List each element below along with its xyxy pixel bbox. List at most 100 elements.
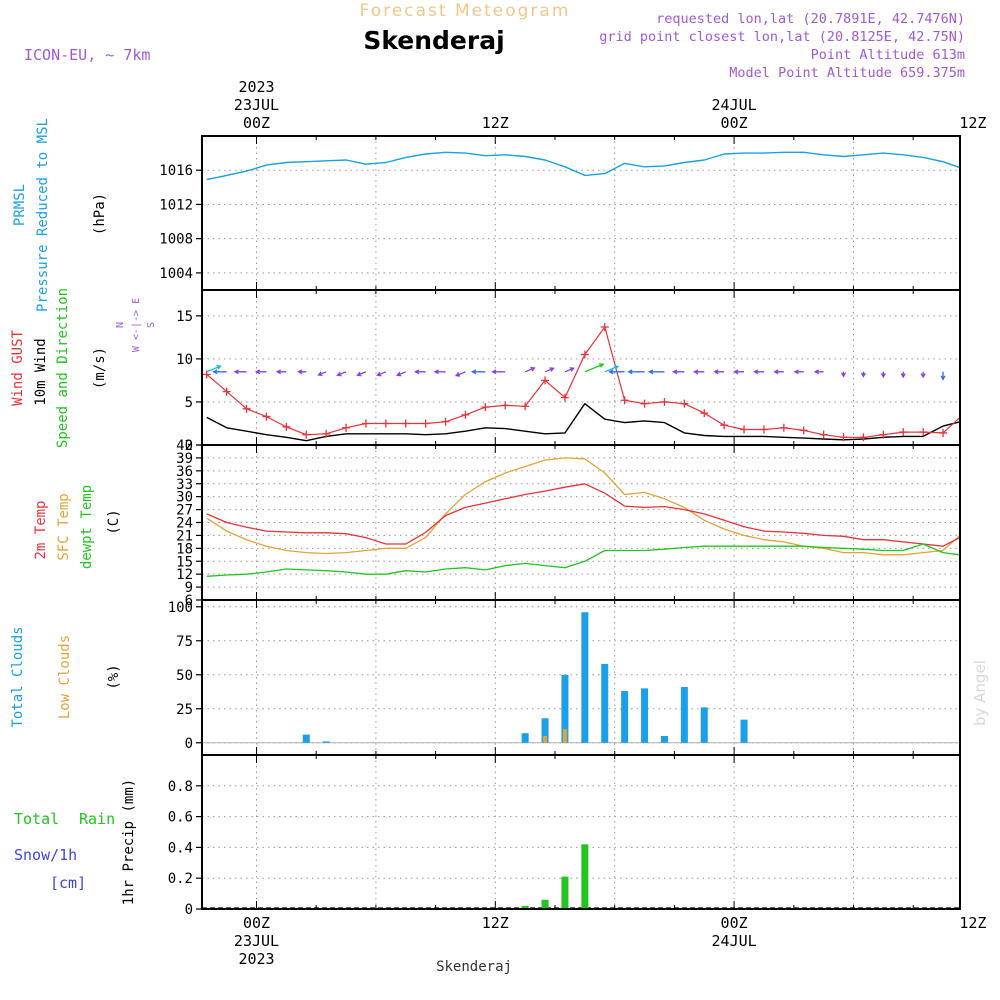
wind-arrow: [841, 371, 847, 378]
gust-marker: [620, 396, 629, 405]
gust-marker: [381, 419, 390, 428]
product-title: Forecast Meteogram: [360, 1, 571, 21]
gust-marker: [919, 428, 928, 437]
gust-marker: [461, 410, 470, 419]
y-tick-label: 24: [176, 516, 193, 532]
time-label: 24JUL: [712, 932, 757, 950]
total-cloud-bar: [561, 674, 569, 743]
y-tick-label: 0.2: [168, 871, 193, 887]
total-cloud-bar: [601, 663, 609, 743]
rain-bar: [541, 899, 549, 909]
wind-arrow: [297, 369, 307, 375]
panel-frame: [201, 754, 961, 910]
y-tick-label: 10: [176, 352, 193, 368]
dewpt-label: dewpt Temp: [79, 485, 95, 569]
wind-labels: Wind GUST 10m Wind Speed and Direction (…: [10, 288, 157, 448]
y-tick-label: 39: [176, 451, 193, 467]
gust-marker: [521, 402, 530, 411]
snow-label: Snow/1h: [14, 846, 77, 864]
gust-marker: [361, 419, 370, 428]
total-cloud-bar: [541, 718, 549, 743]
y-tick-label: 0.6: [168, 810, 193, 826]
point-altitude: Point Altitude 613m: [811, 47, 965, 63]
prmsl-desc-label: Pressure Reduced to MSL: [35, 118, 51, 312]
wind-desc-label: Speed and Direction: [55, 288, 71, 448]
y-tick-label: 0.8: [168, 779, 193, 795]
wind-arrow: [414, 369, 426, 375]
wind-arrow: [470, 369, 486, 375]
rain-bar: [521, 905, 529, 909]
gust-marker: [759, 425, 768, 434]
location-title: Skenderaj: [363, 26, 504, 55]
time-label: 12Z: [482, 114, 509, 132]
y-tick-label: 33: [176, 477, 193, 493]
rain-bar: [561, 876, 569, 909]
gust-marker: [401, 419, 410, 428]
wind-arrow: [604, 365, 620, 373]
sfc-temp-label: SFC Temp: [56, 493, 72, 560]
temp-labels: 2m Temp SFC Temp dewpt Temp (C): [33, 485, 122, 569]
gust-marker: [242, 404, 251, 413]
y-tick-label: 36: [176, 464, 193, 480]
compass-we: W <-|-> E: [131, 298, 142, 352]
total-cloud-bar: [641, 688, 649, 743]
wind-arrow: [940, 371, 946, 381]
wind-arrow: [713, 369, 725, 375]
wind-arrow: [356, 371, 367, 377]
pressure-labels: PRMSL Pressure Reduced to MSL (hPa): [12, 118, 108, 312]
gridpoint-coords: grid point closest lon,lat (20.8125E, 42…: [599, 29, 965, 45]
time-label: 12Z: [959, 914, 986, 932]
wind-arrow: [608, 369, 625, 375]
total-cloud-bar: [302, 734, 310, 743]
top-time-axis: 202323JUL00Z12Z24JUL00Z12Z25JUL00Z12Z: [234, 78, 987, 132]
wind-arrow: [647, 369, 665, 375]
gust-marker: [740, 425, 749, 434]
gust-marker: [859, 433, 868, 442]
low-cloud-bar: [543, 735, 548, 743]
y-tick-label: 100: [168, 600, 193, 616]
y-tick-label: 50: [176, 668, 193, 684]
gust-marker: [819, 430, 828, 439]
total-rain-label-1: Total: [14, 810, 59, 828]
y-tick-label: 0: [185, 438, 193, 454]
y-tick-label: 12: [176, 567, 193, 583]
wind-arrow: [275, 369, 287, 375]
time-label: 2023: [238, 78, 274, 96]
temp2m-label: 2m Temp: [33, 500, 49, 559]
y-tick-label: 1012: [159, 197, 193, 213]
y-tick-label: 30: [176, 490, 193, 506]
gust-marker: [282, 422, 291, 431]
y-tick-label: 21: [176, 528, 193, 544]
gust-marker: [421, 419, 430, 428]
low-clouds-label: Low Clouds: [57, 635, 73, 719]
compass-s: S: [146, 322, 157, 328]
total-clouds-label: Total Clouds: [10, 626, 26, 727]
wind-arrow: [491, 369, 506, 375]
prmsl-label: PRMSL: [12, 184, 28, 226]
time-label: 12Z: [482, 914, 509, 932]
wind-arrow: [544, 367, 555, 373]
wind-arrow: [317, 371, 327, 377]
compass-rose: N W <-|-> E S: [115, 298, 157, 352]
time-label: 00Z: [243, 914, 270, 932]
wind-arrow: [880, 371, 886, 379]
y-tick-label: 1008: [159, 232, 193, 248]
time-label: 00Z: [243, 114, 270, 132]
gust-marker: [441, 417, 450, 426]
y-tick-label: 15: [176, 554, 193, 570]
gust-marker: [580, 350, 589, 359]
gust-label: Wind GUST: [10, 330, 26, 406]
wind-arrow: [813, 369, 824, 375]
footer-location: Skenderaj: [436, 959, 512, 975]
time-label: 12Z: [959, 114, 986, 132]
total-cloud-bar: [700, 707, 708, 743]
total-cloud-bar: [322, 741, 330, 743]
wind-arrow: [336, 371, 347, 377]
gust-marker: [839, 433, 848, 442]
gust-marker: [560, 393, 569, 402]
gust-marker: [720, 421, 729, 430]
total-cloud-bar: [581, 612, 589, 743]
wind-arrow: [753, 369, 764, 375]
gust-marker: [779, 423, 788, 432]
